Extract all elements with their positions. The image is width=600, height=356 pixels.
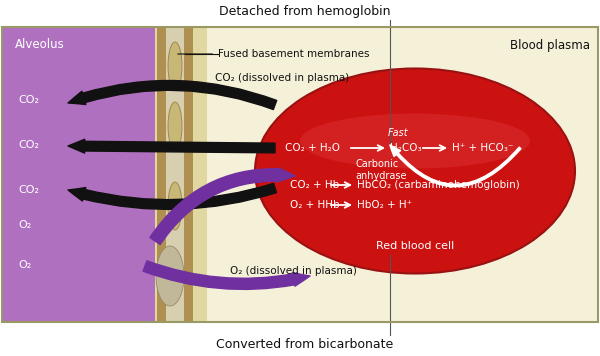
Bar	[157, 27, 166, 322]
FancyArrowPatch shape	[68, 80, 277, 110]
Bar	[2, 27, 598, 322]
Text: Converted from bicarbonate: Converted from bicarbonate	[217, 337, 394, 351]
Text: H⁺ + HCO₃⁻: H⁺ + HCO₃⁻	[452, 143, 514, 153]
Text: HbO₂ + H⁺: HbO₂ + H⁺	[357, 200, 412, 210]
Text: CO₂ (dissolved in plasma): CO₂ (dissolved in plasma)	[215, 73, 349, 83]
Ellipse shape	[156, 246, 184, 306]
Text: CO₂: CO₂	[18, 95, 39, 105]
FancyArrowPatch shape	[150, 168, 295, 245]
FancyArrowPatch shape	[68, 139, 275, 153]
FancyArrowPatch shape	[68, 183, 277, 209]
Bar	[166, 27, 184, 322]
Text: O₂: O₂	[18, 220, 31, 230]
Ellipse shape	[255, 68, 575, 273]
Text: Blood plasma: Blood plasma	[510, 38, 590, 52]
Bar	[2, 27, 157, 322]
Text: CO₂ + Hb: CO₂ + Hb	[290, 180, 339, 190]
Text: O₂: O₂	[18, 260, 31, 270]
Text: Fast: Fast	[388, 128, 409, 138]
Text: HbCO₂ (carbaminohemoglobin): HbCO₂ (carbaminohemoglobin)	[357, 180, 520, 190]
Ellipse shape	[300, 114, 530, 168]
Ellipse shape	[168, 102, 182, 150]
Ellipse shape	[168, 42, 182, 90]
Text: CO₂ + H₂O: CO₂ + H₂O	[285, 143, 340, 153]
FancyArrowPatch shape	[390, 145, 521, 187]
Bar	[2, 27, 598, 322]
Text: Fused basement membranes: Fused basement membranes	[178, 49, 370, 59]
Text: Red blood cell: Red blood cell	[376, 241, 454, 251]
FancyArrowPatch shape	[143, 261, 310, 289]
Text: O₂ (dissolved in plasma): O₂ (dissolved in plasma)	[230, 266, 357, 276]
Text: Alveolus: Alveolus	[15, 38, 65, 52]
Bar	[155, 27, 207, 322]
Text: O₂ + HHb: O₂ + HHb	[290, 200, 340, 210]
Text: Carbonic
anhydrase: Carbonic anhydrase	[355, 159, 407, 180]
Bar	[184, 27, 193, 322]
Text: CO₂: CO₂	[18, 140, 39, 150]
Text: Detached from hemoglobin: Detached from hemoglobin	[219, 5, 391, 17]
Text: H₂CO₃: H₂CO₃	[390, 143, 422, 153]
Text: CO₂: CO₂	[18, 185, 39, 195]
Ellipse shape	[168, 252, 182, 300]
Ellipse shape	[168, 182, 182, 230]
